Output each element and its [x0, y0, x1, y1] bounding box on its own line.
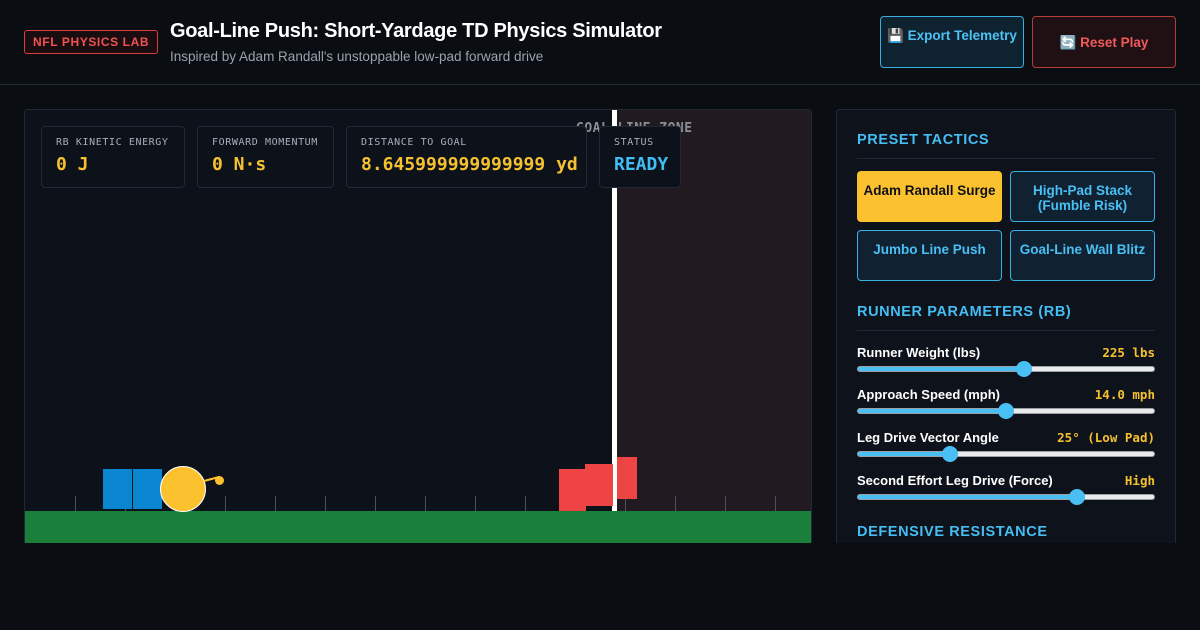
yard-tick — [725, 496, 726, 512]
slider-fill — [858, 367, 1024, 371]
param-second-effort: Second Effort Leg Drive (Force) High — [857, 473, 1155, 513]
running-back-hand — [215, 476, 224, 485]
goal-line — [612, 110, 617, 512]
page-subtitle: Inspired by Adam Randall's unstoppable l… — [170, 49, 544, 64]
second-effort-slider[interactable] — [857, 489, 1155, 505]
running-back — [160, 466, 206, 512]
yard-tick — [425, 496, 426, 512]
param-value: 225 lbs — [1102, 345, 1155, 360]
yard-tick — [275, 496, 276, 512]
slider-thumb[interactable] — [1069, 489, 1086, 505]
yard-tick — [625, 496, 626, 512]
yard-tick — [775, 496, 776, 512]
stat-label: STATUS — [614, 137, 654, 148]
stat-forward-momentum: FORWARD MOMENTUM 0 N·s — [197, 126, 334, 188]
divider — [857, 330, 1155, 331]
preset-tactics-heading: PRESET TACTICS — [857, 132, 990, 148]
param-value: 25° (Low Pad) — [1057, 430, 1155, 445]
yard-tick — [225, 496, 226, 512]
slider-thumb[interactable] — [941, 446, 958, 462]
stat-label: FORWARD MOMENTUM — [212, 137, 318, 148]
stat-value: 8.645999999999999 yd — [361, 154, 578, 175]
export-telemetry-button[interactable]: 💾 Export Telemetry — [880, 16, 1024, 68]
slider-fill — [858, 409, 1006, 413]
param-value: 14.0 mph — [1094, 387, 1155, 402]
stat-label: DISTANCE TO GOAL — [361, 137, 467, 148]
param-label: Approach Speed (mph) — [857, 387, 1001, 402]
yard-tick — [525, 496, 526, 512]
divider — [857, 158, 1155, 159]
stat-label: RB KINETIC ENERGY — [56, 137, 169, 148]
slider-thumb[interactable] — [998, 403, 1014, 419]
param-label: Runner Weight (lbs) — [857, 345, 981, 360]
param-leg-drive-angle: Leg Drive Vector Angle 25° (Low Pad) — [857, 430, 1155, 470]
param-runner-weight: Runner Weight (lbs) 225 lbs — [857, 345, 1155, 385]
slider-fill — [858, 452, 950, 456]
defensive-resistance-heading: DEFENSIVE RESISTANCE — [857, 524, 1048, 540]
control-panel: PRESET TACTICS Adam Randall Surge High-P… — [836, 109, 1176, 543]
defender — [617, 457, 637, 499]
tactic-goal-line-wall-blitz[interactable]: Goal-Line Wall Blitz — [1010, 230, 1155, 281]
status-value: READY — [614, 154, 669, 175]
yard-tick — [475, 496, 476, 512]
slider-thumb[interactable] — [1015, 361, 1032, 377]
yard-tick — [325, 496, 326, 512]
offensive-lineman — [103, 469, 132, 509]
page-title: Goal-Line Push: Short-Yardage TD Physics… — [170, 20, 662, 42]
tactic-jumbo-line-push[interactable]: Jumbo Line Push — [857, 230, 1002, 281]
turf — [25, 511, 811, 543]
param-label: Second Effort Leg Drive (Force) — [857, 473, 1053, 488]
yard-tick — [675, 496, 676, 512]
app-header: NFL PHYSICS LAB Goal-Line Push: Short-Ya… — [0, 0, 1200, 85]
stat-value: 0 N·s — [212, 154, 267, 175]
lab-badge: NFL PHYSICS LAB — [24, 30, 159, 54]
runner-parameters-heading: RUNNER PARAMETERS (RB) — [857, 304, 1072, 320]
param-label: Leg Drive Vector Angle — [857, 430, 999, 445]
stat-status: STATUS READY — [599, 126, 681, 188]
defender — [585, 464, 613, 506]
param-value: High — [1124, 473, 1155, 488]
defender — [559, 469, 586, 511]
tactic-adam-randall-surge[interactable]: Adam Randall Surge — [857, 171, 1002, 222]
simulation-field: GOAL LINE ZONE RB KINETIC ENERGY 0 J FOR… — [24, 109, 812, 543]
approach-speed-slider[interactable] — [857, 403, 1155, 419]
offensive-lineman — [133, 469, 162, 509]
yard-tick — [75, 496, 76, 512]
stat-distance-to-goal: DISTANCE TO GOAL 8.645999999999999 yd — [346, 126, 587, 188]
param-approach-speed: Approach Speed (mph) 14.0 mph — [857, 387, 1155, 427]
slider-fill — [858, 495, 1078, 499]
stat-value: 0 J — [56, 154, 89, 175]
yard-tick — [375, 496, 376, 512]
leg-drive-angle-slider[interactable] — [857, 446, 1155, 462]
reset-play-button[interactable]: 🔄 Reset Play — [1032, 16, 1176, 68]
runner-weight-slider[interactable] — [857, 361, 1155, 377]
stat-kinetic-energy: RB KINETIC ENERGY 0 J — [41, 126, 185, 188]
tactic-high-pad-stack[interactable]: High-Pad Stack (Fumble Risk) — [1010, 171, 1155, 222]
